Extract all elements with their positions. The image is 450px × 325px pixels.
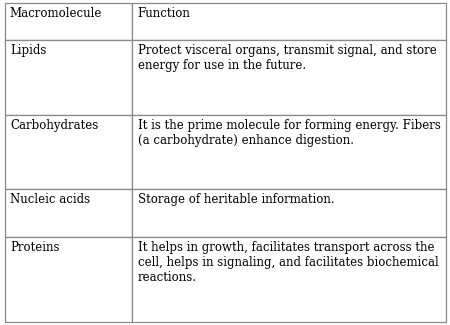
Bar [132, 115, 446, 189]
Bar [132, 3, 446, 40]
Bar [132, 237, 446, 322]
Text: Carbohydrates: Carbohydrates [10, 119, 98, 132]
Text: It helps in growth, facilitates transport across the
cell, helps in signaling, a: It helps in growth, facilitates transpor… [138, 241, 439, 284]
Bar [4, 3, 132, 40]
Bar [132, 189, 446, 237]
Text: It is the prime molecule for forming energy. Fibers
(a carbohydrate) enhance dig: It is the prime molecule for forming ene… [138, 119, 441, 147]
Text: Function: Function [138, 7, 191, 20]
Text: Nucleic acids: Nucleic acids [10, 193, 90, 206]
Bar [4, 237, 132, 322]
Text: Storage of heritable information.: Storage of heritable information. [138, 193, 334, 206]
Text: Protect visceral organs, transmit signal, and store
energy for use in the future: Protect visceral organs, transmit signal… [138, 44, 436, 72]
Text: Proteins: Proteins [10, 241, 59, 254]
Bar [4, 40, 132, 115]
Text: Lipids: Lipids [10, 44, 46, 57]
Bar [132, 40, 446, 115]
Bar [4, 189, 132, 237]
Text: Macromolecule: Macromolecule [10, 7, 102, 20]
Bar [4, 115, 132, 189]
